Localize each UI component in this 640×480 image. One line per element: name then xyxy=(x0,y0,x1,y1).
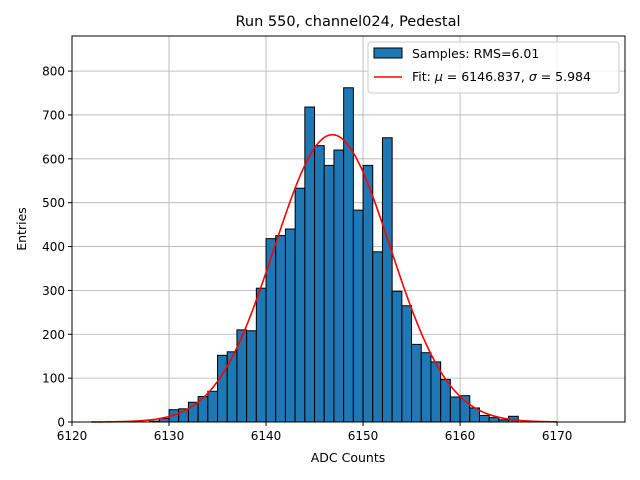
histogram-bar xyxy=(362,164,374,423)
histogram-bar xyxy=(246,330,257,423)
histogram-bar xyxy=(217,354,228,423)
x-tick-label: 6130 xyxy=(154,429,185,443)
histogram-bar xyxy=(352,209,364,423)
histogram-bar xyxy=(207,390,219,423)
histogram-bar xyxy=(314,145,325,423)
histogram-bar xyxy=(275,235,286,423)
y-tick-label: 100 xyxy=(42,372,65,386)
x-tick-label: 6140 xyxy=(251,429,282,443)
legend-samples-swatch xyxy=(373,47,403,59)
histogram-bar xyxy=(294,187,306,423)
y-tick-label: 300 xyxy=(42,284,65,298)
histogram-bar xyxy=(323,164,335,423)
fit-curve-layer xyxy=(91,133,558,423)
histogram-bars xyxy=(149,87,519,423)
y-tick-label: 500 xyxy=(42,196,65,210)
histogram-bar xyxy=(391,290,403,423)
chart-title: Run 550, channel024, Pedestal xyxy=(235,14,460,30)
histogram-bar xyxy=(420,352,432,423)
histogram-bar xyxy=(488,417,500,423)
histogram-bar xyxy=(381,137,393,423)
histogram-bar xyxy=(343,87,354,423)
histogram-bar xyxy=(372,251,383,423)
histogram-bar xyxy=(255,287,267,423)
histogram-bar xyxy=(333,149,345,423)
x-axis-label: ADC Counts xyxy=(311,450,386,465)
legend-box xyxy=(367,41,620,94)
y-axis-ticks: 0 100 200 300 400 500 600 700 800 xyxy=(42,65,72,430)
histogram-bar xyxy=(440,378,451,423)
histogram-bar xyxy=(401,305,413,423)
histogram-bar xyxy=(478,414,490,423)
plot-frame xyxy=(71,35,626,423)
x-tick-label: 6160 xyxy=(445,429,476,443)
histogram-bar xyxy=(449,396,461,423)
x-tick-label: 6120 xyxy=(57,429,88,443)
histogram-bar xyxy=(284,228,296,423)
legend: Samples: RMS=6.01 Fit: μ = 6146.837, σ =… xyxy=(367,41,620,94)
x-axis-ticks: 6120 6130 6140 6150 6160 6170 xyxy=(57,422,573,443)
y-axis-label: Entries xyxy=(14,207,29,251)
histogram-bar xyxy=(430,361,442,423)
y-tick-label: 700 xyxy=(42,108,65,122)
y-tick-label: 0 xyxy=(57,416,65,430)
y-tick-label: 400 xyxy=(42,240,65,254)
x-tick-label: 6170 xyxy=(542,429,573,443)
histogram-bar xyxy=(459,395,471,423)
y-tick-label: 200 xyxy=(42,328,65,342)
legend-fit-label: Fit: μ = 6146.837, σ = 5.984 xyxy=(412,69,591,84)
y-tick-label: 800 xyxy=(42,65,65,79)
x-tick-label: 6150 xyxy=(348,429,379,443)
histogram-bar xyxy=(411,343,422,423)
gaussian-fit-curve xyxy=(91,133,558,423)
legend-samples-label: Samples: RMS=6.01 xyxy=(412,46,539,61)
y-tick-label: 600 xyxy=(42,152,65,166)
